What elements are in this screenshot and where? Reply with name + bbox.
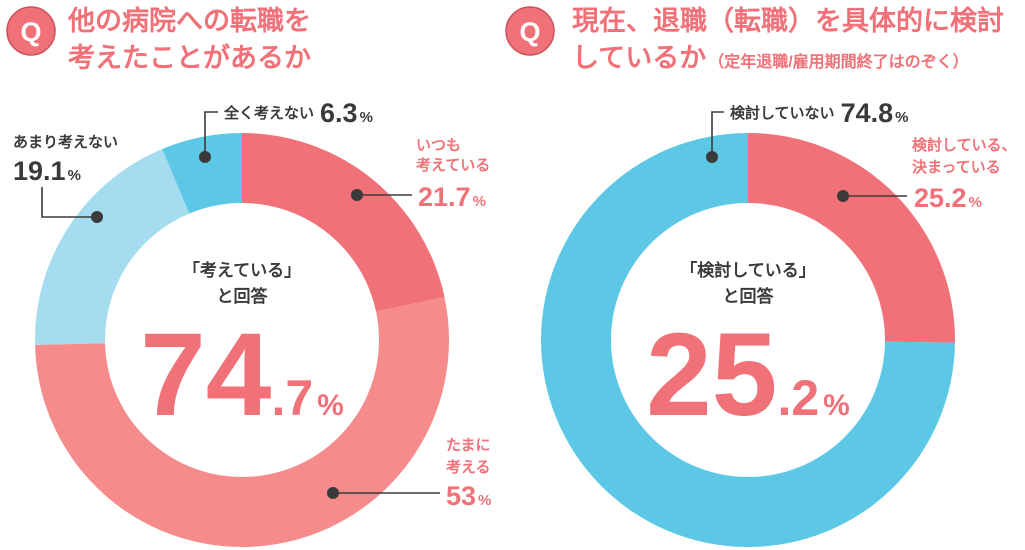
label-sometimes: たまに 考える 53%: [327, 437, 491, 511]
left-title-line1: 他の病院への転職を: [67, 5, 311, 36]
slice-label-line: 全く考えない 6.3%: [223, 98, 373, 128]
donut-right: [541, 133, 955, 547]
right-title-line1: 現在、退職（転職）を具体的に検討: [572, 5, 1004, 36]
right-title-line2-text: しているか: [572, 43, 706, 73]
right-question-header: Q 現在、退職（転職）を具体的に検討 しているか （定年退職/雇用期間終了はのぞく…: [505, 5, 1004, 73]
left-center-value-int: 74: [140, 309, 271, 441]
right-center-unit: %: [823, 389, 850, 422]
slice-value: 19.1: [13, 156, 66, 186]
slice-value: 25.2: [914, 183, 967, 213]
slice-value-text: 25.2%: [914, 183, 982, 213]
slice-unit: %: [360, 109, 373, 126]
slice-value: 53: [446, 481, 476, 511]
slice-unit: %: [478, 492, 491, 509]
q-badge-icon: [6, 6, 56, 56]
slice-value: 74.8: [841, 98, 894, 128]
slice-label: 考えている: [416, 156, 490, 174]
right-center-line2: と回答: [723, 286, 775, 306]
slice-unit: %: [969, 194, 982, 211]
left-center-value-dec: .7: [271, 370, 313, 426]
right-center-value-int: 25: [646, 309, 777, 441]
label-rarely: あまり考えない 19.1%: [13, 133, 118, 223]
right-center-value-dec: .2: [777, 370, 819, 426]
slice-label: 考える: [446, 458, 491, 476]
right-title-line2: しているか （定年退職/雇用期間終了はのぞく）: [572, 43, 969, 73]
donut-slice-3: [162, 133, 242, 214]
slice-value-text: 19.1%: [13, 156, 81, 186]
leader-line: [711, 111, 724, 157]
slice-label: あまり考えない: [13, 133, 118, 151]
donut-left: [35, 133, 449, 547]
slice-label-line: 検討していない 74.8%: [730, 98, 908, 128]
slice-unit: %: [895, 109, 908, 126]
slice-label: 決まっている: [912, 158, 1001, 176]
donut-slice-2: [35, 148, 190, 345]
slice-value: 21.7: [418, 182, 471, 212]
left-center-value: 74.7%: [140, 309, 344, 441]
label-always: いつも 考えている 21.7%: [351, 137, 490, 212]
slice-label: 全く考えない: [223, 104, 314, 122]
label-considering: 検討している、 決まっている 25.2%: [837, 136, 1017, 213]
slice-label: たまに: [446, 437, 491, 454]
label-never: 全く考えない 6.3%: [199, 98, 373, 163]
right-subtitle: （定年退職/雇用期間終了はのぞく）: [708, 52, 968, 71]
slice-unit: %: [68, 167, 81, 184]
slice-value-text: 53%: [446, 481, 491, 511]
donut-slice-0: [242, 133, 445, 312]
slice-label: いつも: [416, 137, 461, 154]
left-center-unit: %: [317, 389, 344, 422]
slice-label: 検討していない: [730, 104, 835, 122]
donut-slice-1: [35, 297, 449, 547]
left-center-line2: と回答: [217, 286, 269, 306]
q-badge-letter: Q: [519, 17, 540, 47]
q-badge-icon: [505, 6, 555, 56]
right-center-line1: 「検討している」: [680, 260, 816, 280]
donut-slice-1: [541, 133, 955, 547]
left-question-header: Q 他の病院への転職を 考えたことがあるか: [6, 5, 311, 73]
donut-slice-0: [748, 133, 955, 343]
slice-unit: %: [473, 193, 486, 210]
q-badge-letter: Q: [20, 17, 41, 47]
slice-value: 6.3: [320, 98, 358, 128]
left-title-line2: 考えたことがあるか: [68, 42, 311, 73]
leader-line: [41, 187, 97, 218]
right-center-value: 25.2%: [646, 309, 850, 441]
slice-value-text: 21.7%: [418, 182, 486, 212]
leader-line: [204, 111, 218, 157]
left-center-line1: 「考えている」: [183, 260, 301, 280]
slice-label: 検討している、: [912, 136, 1017, 154]
label-not-considering: 検討していない 74.8%: [706, 98, 908, 163]
